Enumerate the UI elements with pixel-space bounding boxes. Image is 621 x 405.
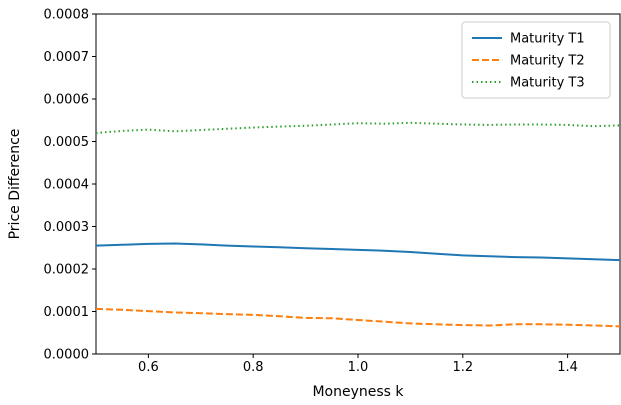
legend: Maturity T1 Maturity T2 Maturity T3 — [461, 21, 611, 99]
y-tick-label: 0.0000 — [44, 348, 90, 363]
y-tick-label: 0.0005 — [44, 135, 90, 150]
x-tick-label: 0.8 — [243, 360, 264, 375]
x-tick-label: 0.6 — [138, 360, 159, 375]
x-tick-label: 1.2 — [452, 360, 473, 375]
y-tick-label: 0.0002 — [44, 263, 90, 278]
series-line-t2 — [95, 307, 621, 328]
x-tick-label: 1.4 — [557, 360, 578, 375]
x-axis-label: Moneyness k — [312, 384, 404, 400]
legend-label: Maturity T2 — [510, 54, 585, 69]
series-layer — [95, 121, 621, 328]
series-line-t3 — [95, 121, 621, 134]
x-axis: 0.6 0.8 1.0 1.2 1.4 — [138, 354, 578, 375]
x-tick-label: 1.0 — [348, 360, 369, 375]
y-tick-label: 0.0008 — [44, 8, 90, 23]
y-tick-label: 0.0003 — [44, 220, 90, 235]
legend-label: Maturity T1 — [510, 32, 585, 47]
y-tick-label: 0.0001 — [44, 305, 90, 320]
y-axis: 0.0000 0.0001 0.0002 0.0003 0.0004 0.0005 0.00… — [44, 8, 96, 363]
y-tick-label: 0.0004 — [44, 178, 90, 193]
y-axis-label: Price Difference — [7, 129, 23, 240]
legend-box — [461, 21, 611, 99]
y-tick-label: 0.0006 — [44, 93, 90, 108]
y-tick-label: 0.0007 — [44, 50, 90, 65]
legend-label: Maturity T3 — [510, 76, 585, 91]
series-line-t1 — [95, 242, 621, 262]
